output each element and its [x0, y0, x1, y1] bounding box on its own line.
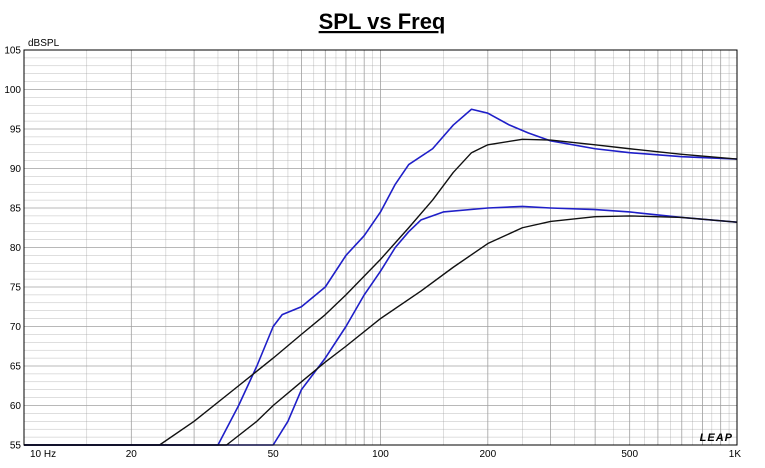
- modeled-response-line: [24, 215, 738, 446]
- x-tick-label: 20: [126, 449, 138, 460]
- y-tick-label: 105: [4, 46, 21, 57]
- x-tick-label: 50: [268, 449, 280, 460]
- grid-major: [24, 50, 737, 445]
- modeled-response-line: [24, 138, 738, 446]
- x-tick-label: 10 Hz: [30, 449, 56, 460]
- x-tick-label: 1K: [729, 449, 742, 460]
- x-tick-label: 500: [621, 449, 638, 460]
- y-tick-label: 60: [10, 401, 22, 412]
- y-tick-label: 90: [10, 164, 22, 175]
- y-tick-labels: 55 60 65 70 75 80 85 90 95 100 105: [4, 46, 21, 452]
- measured-response-line: [24, 205, 738, 446]
- y-tick-label: 85: [10, 204, 22, 215]
- plot-frame: [23, 49, 738, 446]
- y-tick-label: 75: [10, 283, 22, 294]
- x-tick-label: 200: [479, 449, 496, 460]
- leap-watermark: LEAP: [700, 432, 733, 444]
- chart-title: SPL vs Freq: [319, 9, 446, 34]
- y-tick-label: 100: [4, 85, 21, 96]
- curves: [24, 108, 738, 446]
- y-tick-label: 80: [10, 243, 22, 254]
- y-axis-label: dBSPL: [28, 38, 60, 49]
- x-tick-label: 100: [372, 449, 389, 460]
- measured-response-line: [24, 108, 738, 446]
- x-tick-labels: 10 Hz 20 50 100 200 500 1K: [30, 449, 741, 460]
- y-tick-label: 55: [10, 441, 22, 452]
- y-tick-label: 65: [10, 362, 22, 373]
- y-tick-label: 95: [10, 125, 22, 136]
- y-tick-label: 70: [10, 322, 22, 333]
